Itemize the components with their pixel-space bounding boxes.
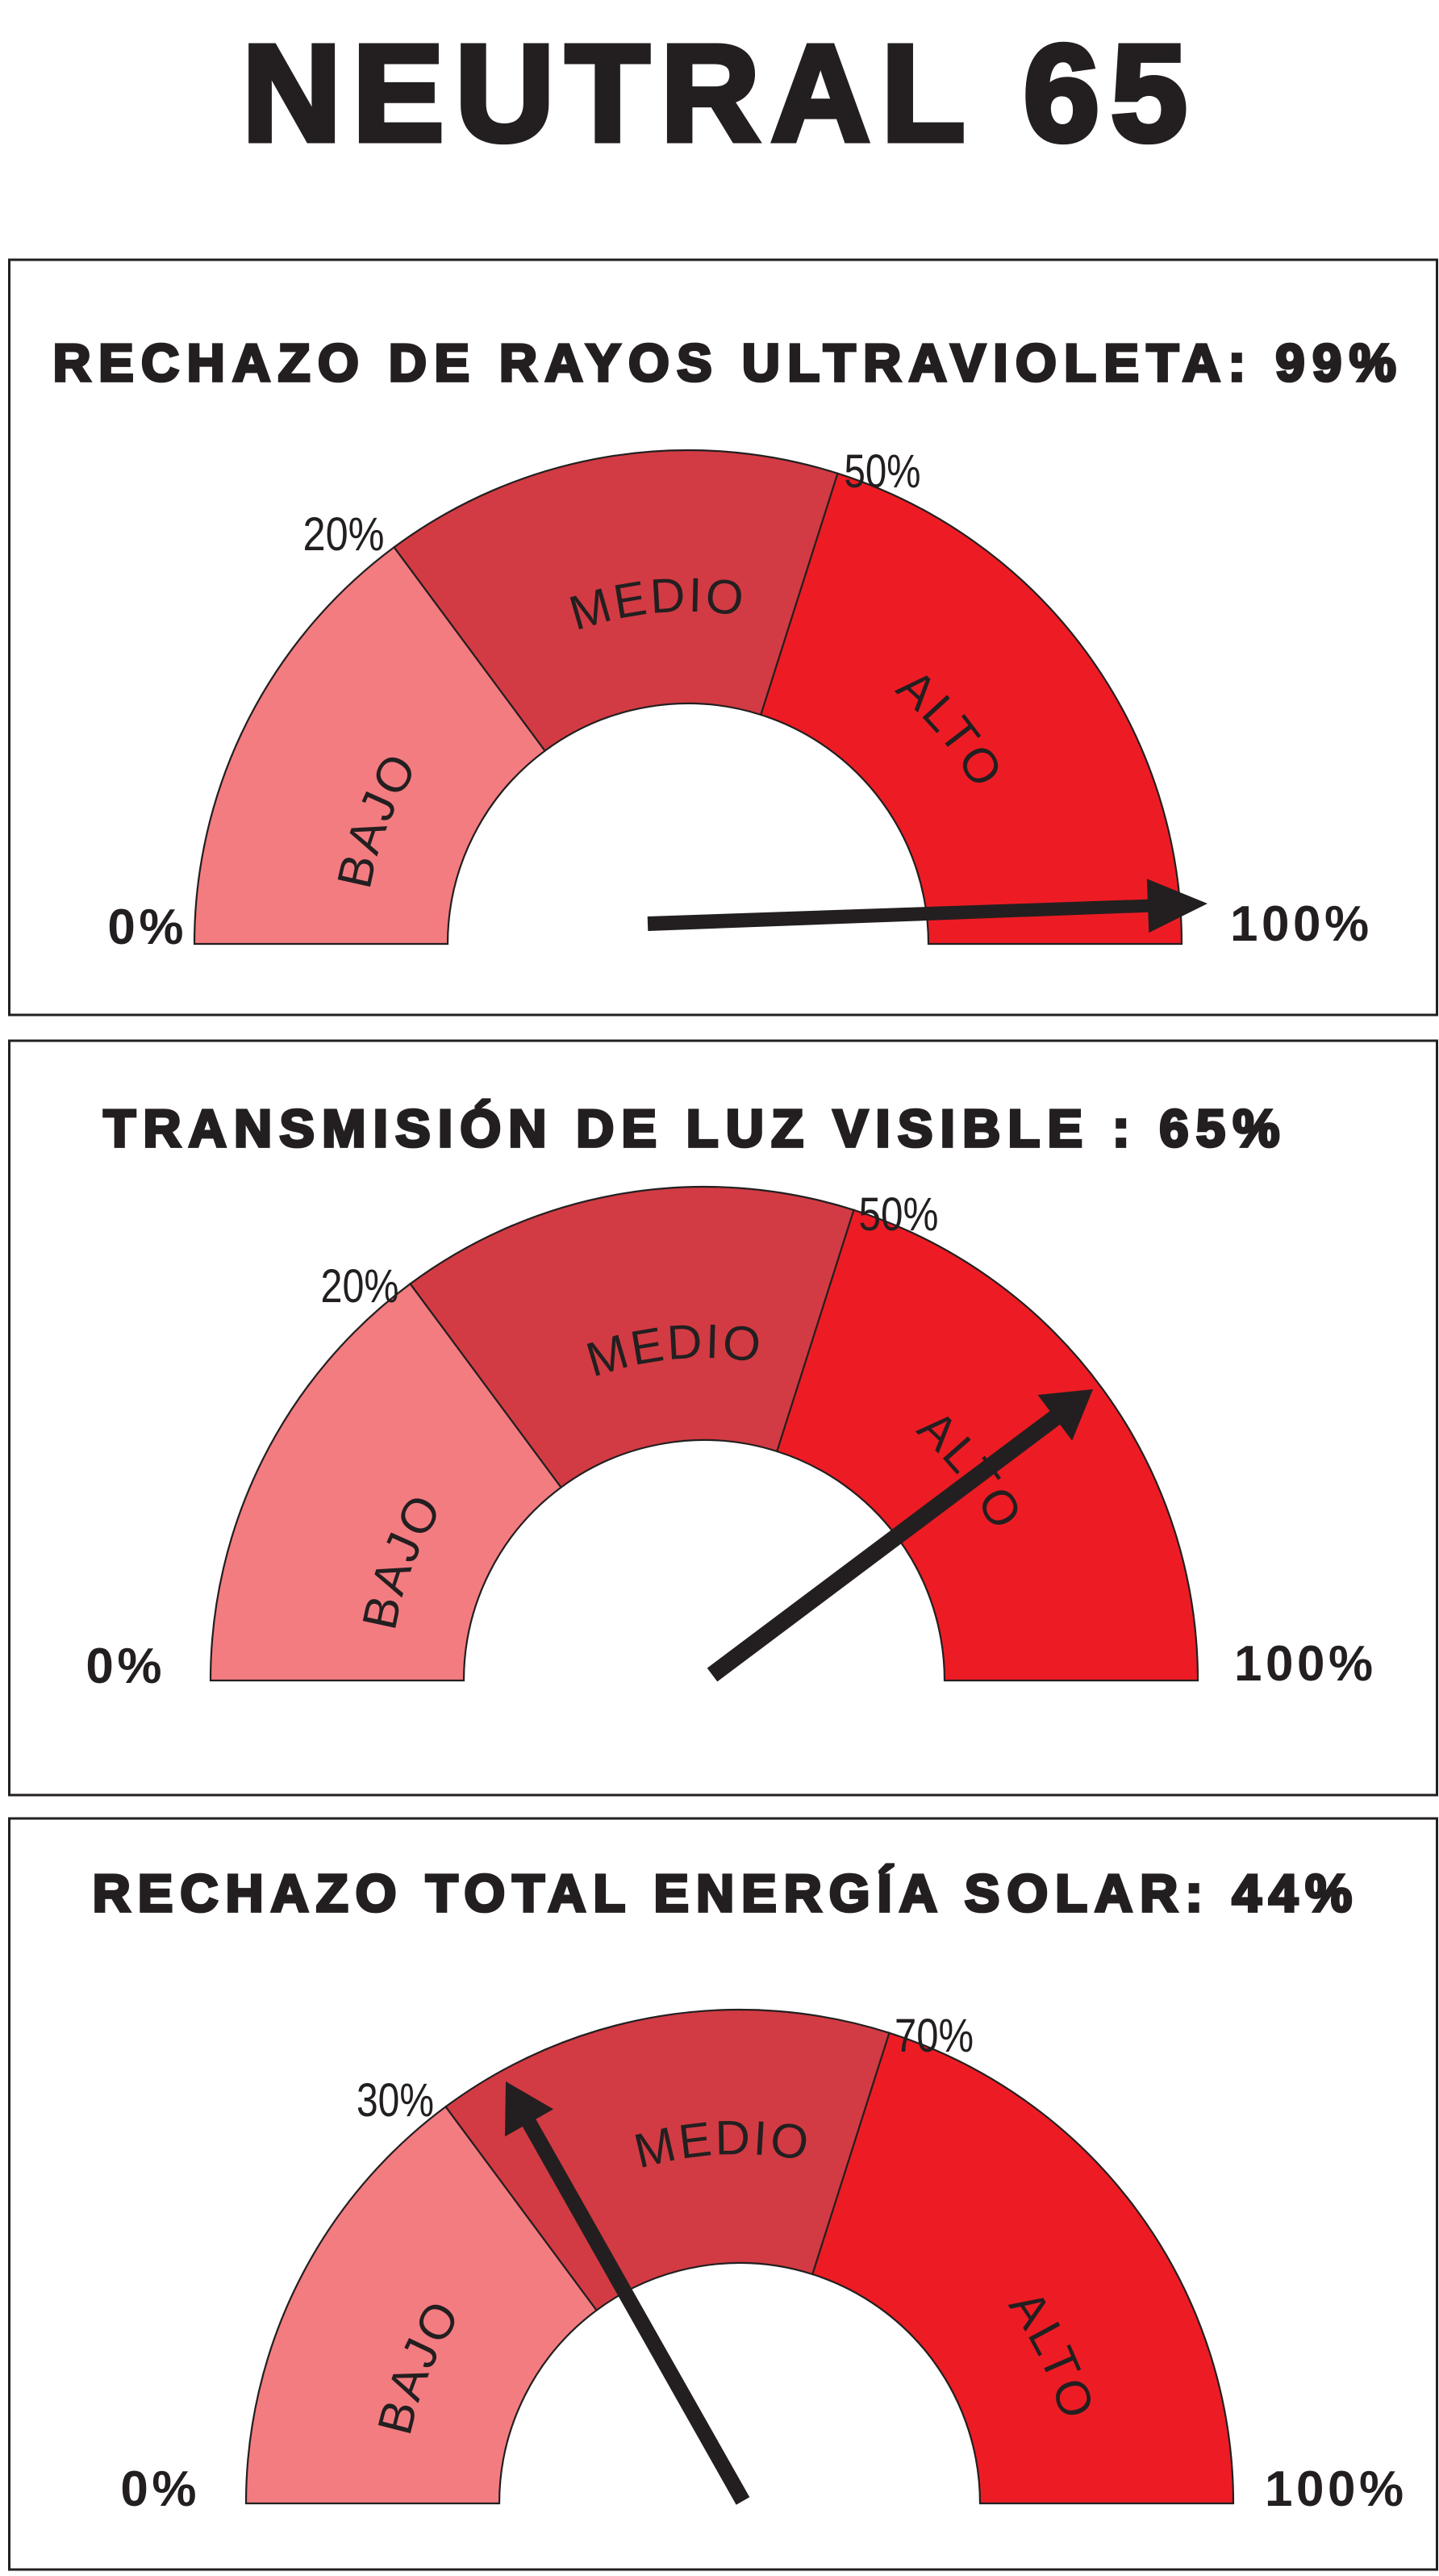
svg-text:0%: 0% bbox=[107, 900, 187, 955]
svg-text:0%: 0% bbox=[120, 2461, 200, 2517]
svg-text:50%: 50% bbox=[859, 1188, 939, 1241]
svg-text:70%: 70% bbox=[895, 2010, 974, 2062]
svg-text:20%: 20% bbox=[303, 508, 385, 561]
svg-text:0%: 0% bbox=[86, 1639, 165, 1694]
svg-text:20%: 20% bbox=[321, 1260, 399, 1313]
svg-text:100%: 100% bbox=[1230, 896, 1373, 952]
svg-text:100%: 100% bbox=[1234, 1636, 1377, 1692]
svg-text:50%: 50% bbox=[845, 445, 921, 498]
svg-text:RECHAZO TOTAL ENERGÍA SOLAR: 4: RECHAZO TOTAL ENERGÍA SOLAR: 44% bbox=[93, 1864, 1359, 1923]
svg-text:NEUTRAL 65: NEUTRAL 65 bbox=[242, 17, 1198, 170]
svg-text:RECHAZO DE RAYOS ULTRAVIOLETA:: RECHAZO DE RAYOS ULTRAVIOLETA: 99% bbox=[53, 333, 1404, 392]
svg-text:30%: 30% bbox=[357, 2074, 434, 2127]
svg-text:100%: 100% bbox=[1265, 2461, 1408, 2517]
svg-text:TRANSMISIÓN DE LUZ VISIBLE : 6: TRANSMISIÓN DE LUZ VISIBLE : 65% bbox=[103, 1099, 1287, 1158]
